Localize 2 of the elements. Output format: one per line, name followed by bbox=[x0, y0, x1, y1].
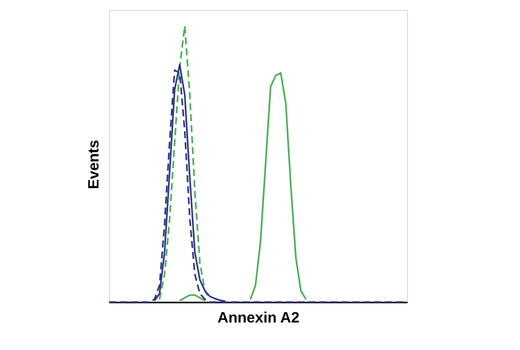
x-axis-title: Annexin A2 bbox=[218, 310, 300, 326]
y-axis-title: Events bbox=[86, 140, 102, 190]
